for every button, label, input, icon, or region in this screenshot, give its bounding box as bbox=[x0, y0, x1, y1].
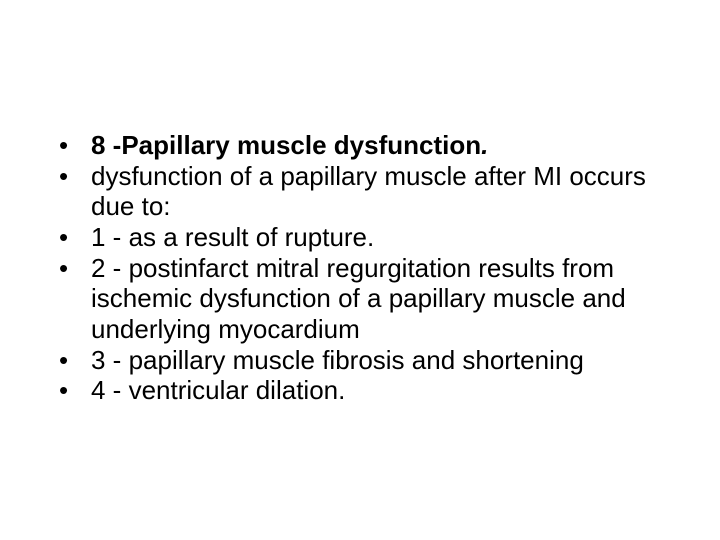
bullet-text: 3 - papillary muscle fibrosis and shorte… bbox=[91, 345, 584, 375]
bullet-text: 2 - postinfarct mitral regurgitation res… bbox=[91, 253, 626, 344]
bullet-text: 1 - as a result of rupture. bbox=[91, 222, 374, 252]
bullet-text: dysfunction of a papillary muscle after … bbox=[91, 161, 646, 222]
bullet-item: 2 - postinfarct mitral regurgitation res… bbox=[55, 253, 665, 345]
bullet-text: 4 - ventricular dilation. bbox=[91, 375, 345, 405]
slide: 8 -Papillary muscle dysfunction. dysfunc… bbox=[0, 0, 720, 540]
bullet-text: . bbox=[481, 130, 488, 160]
bullet-item: 4 - ventricular dilation. bbox=[55, 375, 665, 406]
bullet-list: 8 -Papillary muscle dysfunction. dysfunc… bbox=[55, 130, 665, 406]
bullet-item: 8 -Papillary muscle dysfunction. bbox=[55, 130, 665, 161]
bullet-item: dysfunction of a papillary muscle after … bbox=[55, 161, 665, 222]
bullet-text: 8 -Papillary muscle dysfunction bbox=[91, 130, 481, 160]
bullet-item: 3 - papillary muscle fibrosis and shorte… bbox=[55, 345, 665, 376]
bullet-item: 1 - as a result of rupture. bbox=[55, 222, 665, 253]
